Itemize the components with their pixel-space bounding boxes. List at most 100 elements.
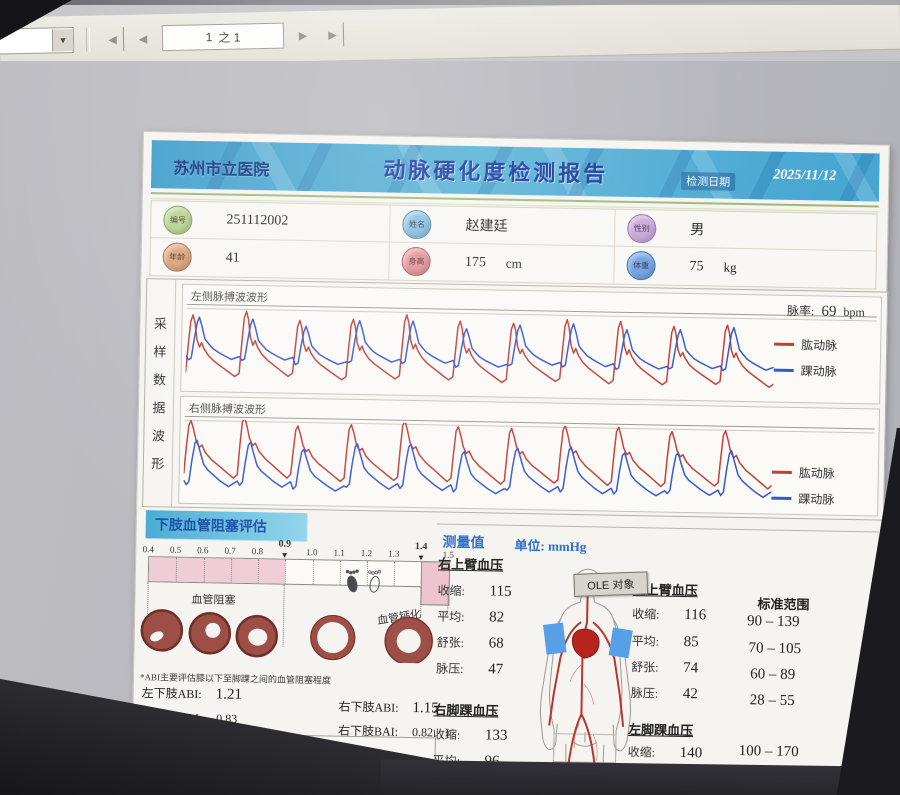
last-page-button[interactable]: ▶ [321,22,345,47]
ankle-legend-swatch [773,368,794,372]
viewer-workspace: 苏州市立医院 动脉硬化度检测报告 检测日期 2025/11/12 编号 2511… [0,61,900,795]
vessel-cross-section-diagram [140,609,433,664]
patient-gender-value: 男 [690,223,705,239]
ankle-legend-label: 踝动脉 [800,364,837,379]
abi-tick: 1.4 [414,541,428,553]
arm-range-systolic: 90 – 139 [746,613,800,631]
prev-page-button[interactable]: ◀ [130,26,156,51]
waveform-legend: 肱动脉 踝动脉 [773,336,866,390]
patient-id-cell: 编号 251112002 [151,201,391,243]
patient-weight-icon: 体重 [626,250,656,281]
vessel-calcified [384,616,433,664]
patient-gender-cell: 性别 男 [614,209,877,252]
heart-shape [571,628,600,659]
sampling-side-label: 采样数据波形 [143,279,177,507]
dropdown-arrow-icon[interactable]: ▼ [51,29,74,52]
waveform-legend: 肱动脉 踝动脉 [771,464,864,518]
arm-range-diastolic: 60 – 89 [750,666,796,684]
ankle-legend-swatch [771,496,792,500]
report-page: 苏州市立医院 动脉硬化度检测报告 检测日期 2025/11/12 编号 2511… [129,131,890,795]
sampling-waveform-section: 采样数据波形 左侧脉搏波波形 脉率: 69 bpm 肱动脉 踝动脉 [142,278,889,521]
right-arm-diastolic: 68 [488,635,504,652]
patient-height-cell: 身高 175 cm [389,242,615,284]
patient-weight-unit: kg [723,259,737,275]
arm-range-pulse-pressure: 28 – 55 [749,692,795,710]
vessel-occluded-3 [235,614,279,658]
abi-tick: 1.0 [306,547,318,558]
brachial-legend-swatch [774,342,795,346]
patient-info-table: 编号 251112002 姓名 赵建廷 性别 男 年龄 41 身高 175 [149,200,878,290]
exam-date-value: 2025/11/12 [773,167,837,184]
vessel-normal [310,614,356,661]
left-abi-row: 左下肢ABI: 1.21 [141,686,243,703]
page-number-box[interactable]: 1 之 1 [161,22,285,52]
page-of-label: 之 1 [218,30,241,45]
measurements-divider [436,523,879,533]
report-header-banner: 苏州市立医院 动脉硬化度检测报告 检测日期 2025/11/12 [150,140,880,202]
patient-id-icon: 编号 [163,204,193,235]
left-abi-value: 1.21 [215,686,243,703]
abi-tick: 0.4 [142,544,155,555]
vessel-occluded-1 [140,609,184,652]
right-pulse-waveform-chart [183,418,773,499]
patient-age-icon: 年龄 [162,242,192,272]
abi-tick: 0.8 [251,546,264,557]
abi-tick: 1.2 [360,548,373,559]
measurements-header: 测量值 [442,535,485,552]
abi-tick: 0.5 [169,544,182,555]
patient-age-cell: 年龄 41 [150,238,391,280]
right-waveform-panel: 右侧脉搏波波形 肱动脉 踝动脉 [178,395,881,518]
patient-gender-icon: 性别 [627,213,657,243]
brachial-legend-label: 肱动脉 [801,338,838,353]
right-arm-pulse-pressure: 47 [488,661,504,678]
ankle-legend-label: 踝动脉 [798,492,835,507]
hospital-name: 苏州市立医院 [173,160,270,180]
abi-tick: 0.9 [278,538,292,550]
patient-age-value: 41 [225,250,240,266]
abi-tick: 0.6 [197,545,209,556]
patient-height-value: 175 [464,254,487,270]
next-page-button[interactable]: ▶ [290,23,316,48]
vessel-occluded-2 [188,612,232,655]
body-diagram [539,568,633,795]
pulse-rate-value: 69 [821,303,837,320]
abi-tick: 0.7 [224,545,236,556]
abi-section-header: 下肢血管阻塞评估 [145,510,308,542]
pulse-rate: 脉率: 69 bpm [786,303,865,320]
first-page-button[interactable]: ◀ [101,26,125,52]
abi-threshold-marker: ▼ [280,550,289,560]
monitor-bezel-bottom [379,759,900,795]
left-waveform-panel: 左侧脉搏波波形 脉率: 69 bpm 肱动脉 踝动脉 [180,283,883,405]
page-number-value: 1 [205,30,213,45]
right-waveform-title: 右侧脉搏波波形 [188,402,267,417]
left-arm-pulse-pressure: 42 [682,685,698,703]
abi-tick: 1.3 [388,548,400,559]
patient-name-value: 赵建廷 [465,218,508,235]
right-abi-row: 右下肢ABI: 1.15 [338,699,439,717]
left-arm-cuff [543,622,567,655]
right-arm-systolic: 115 [489,583,512,600]
patient-height-unit: cm [505,255,522,271]
patient-id-value: 251112002 [226,212,289,229]
patient-name-icon: 姓名 [402,209,432,239]
right-ankle-systolic: 133 [484,727,508,744]
toolbar-separator [85,27,91,52]
ankle-range-systolic: 100 – 170 [738,743,799,761]
left-ankle-systolic: 140 [679,744,703,762]
report-title: 动脉硬化度检测报告 [383,157,609,187]
monitor-bezel-top [0,0,900,5]
measurements-unit: 单位: mmHg [514,537,587,555]
brachial-legend-swatch [771,470,792,474]
left-arm-diastolic: 74 [683,659,699,677]
exam-date-label: 检测日期 [681,171,736,191]
standard-range-label: 标准范围 [757,596,810,613]
patient-height-icon: 身高 [401,246,432,277]
patient-name-cell: 姓名 赵建廷 [390,205,616,247]
left-pulse-waveform-chart [185,310,775,389]
arm-range-mean: 70 – 105 [748,640,802,658]
right-arm-mean: 82 [488,609,505,626]
right-arm-cuff [608,627,633,659]
left-arm-systolic: 116 [684,607,707,624]
left-waveform-title: 左侧脉搏波波形 [190,290,269,305]
